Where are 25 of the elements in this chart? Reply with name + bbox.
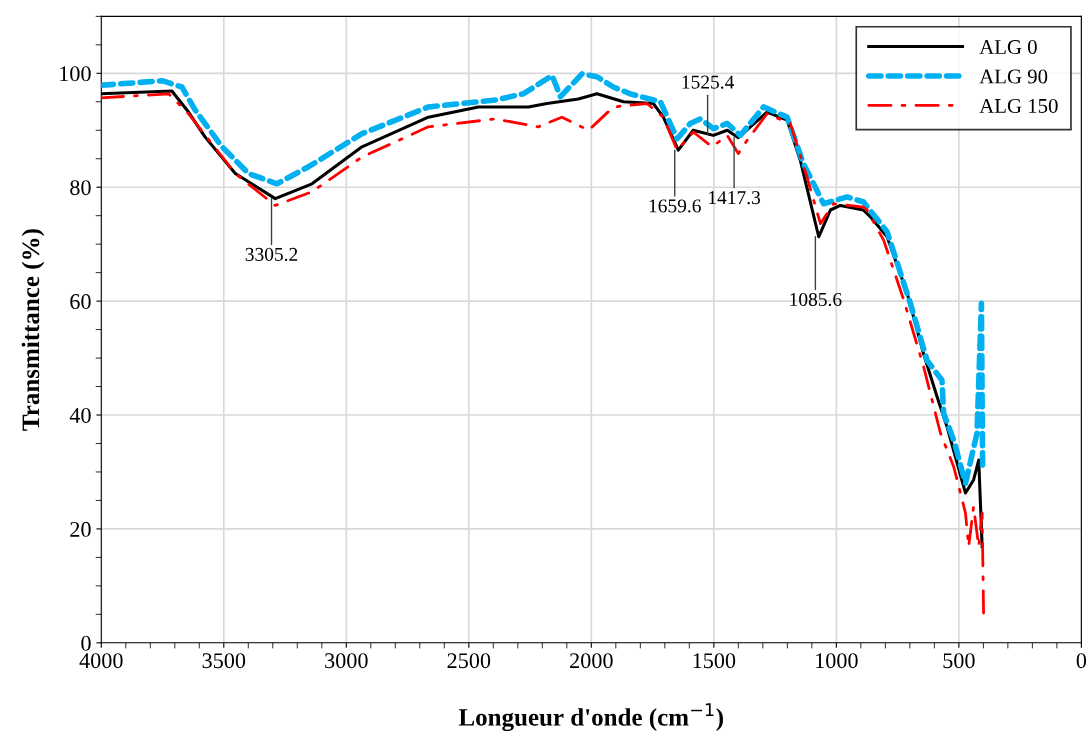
annotation: 1659.6 — [649, 199, 701, 213]
x-tick-label: 500 — [943, 653, 975, 669]
x-tick-label: 0 — [1076, 653, 1087, 669]
x-tick-label: 1500 — [693, 653, 736, 669]
x-tick-label: 3500 — [202, 653, 246, 669]
y-tick-label: 60 — [70, 294, 91, 310]
y-axis-title: Transmittance (%) — [21, 229, 45, 431]
x-axis-title: Longueur d'onde (cm$^{−1}$) — [458, 703, 723, 732]
x-tick-label: 2500 — [447, 653, 491, 669]
y-tick-label: 40 — [69, 407, 91, 423]
y-tick-label: 100 — [60, 66, 91, 82]
x-tick-label: 3000 — [325, 653, 368, 669]
annotation: 1417.3 — [709, 191, 761, 205]
y-tick-label: 20 — [70, 521, 91, 537]
y-tick-label: 80 — [70, 180, 91, 196]
y-tick-label: 0 — [81, 635, 91, 651]
x-tick-label: 2000 — [570, 653, 613, 669]
annotation: 1525.4 — [682, 75, 735, 89]
x-tick-label: 4000 — [79, 653, 123, 669]
annotation: 1085.6 — [790, 292, 842, 307]
legend-label: ALG 150 — [979, 98, 1058, 113]
legend-label: ALG 90 — [979, 69, 1048, 84]
legend-label: ALG 0 — [979, 40, 1037, 55]
x-tick-label: 1000 — [816, 653, 858, 669]
annotation: 3305.2 — [245, 247, 298, 261]
